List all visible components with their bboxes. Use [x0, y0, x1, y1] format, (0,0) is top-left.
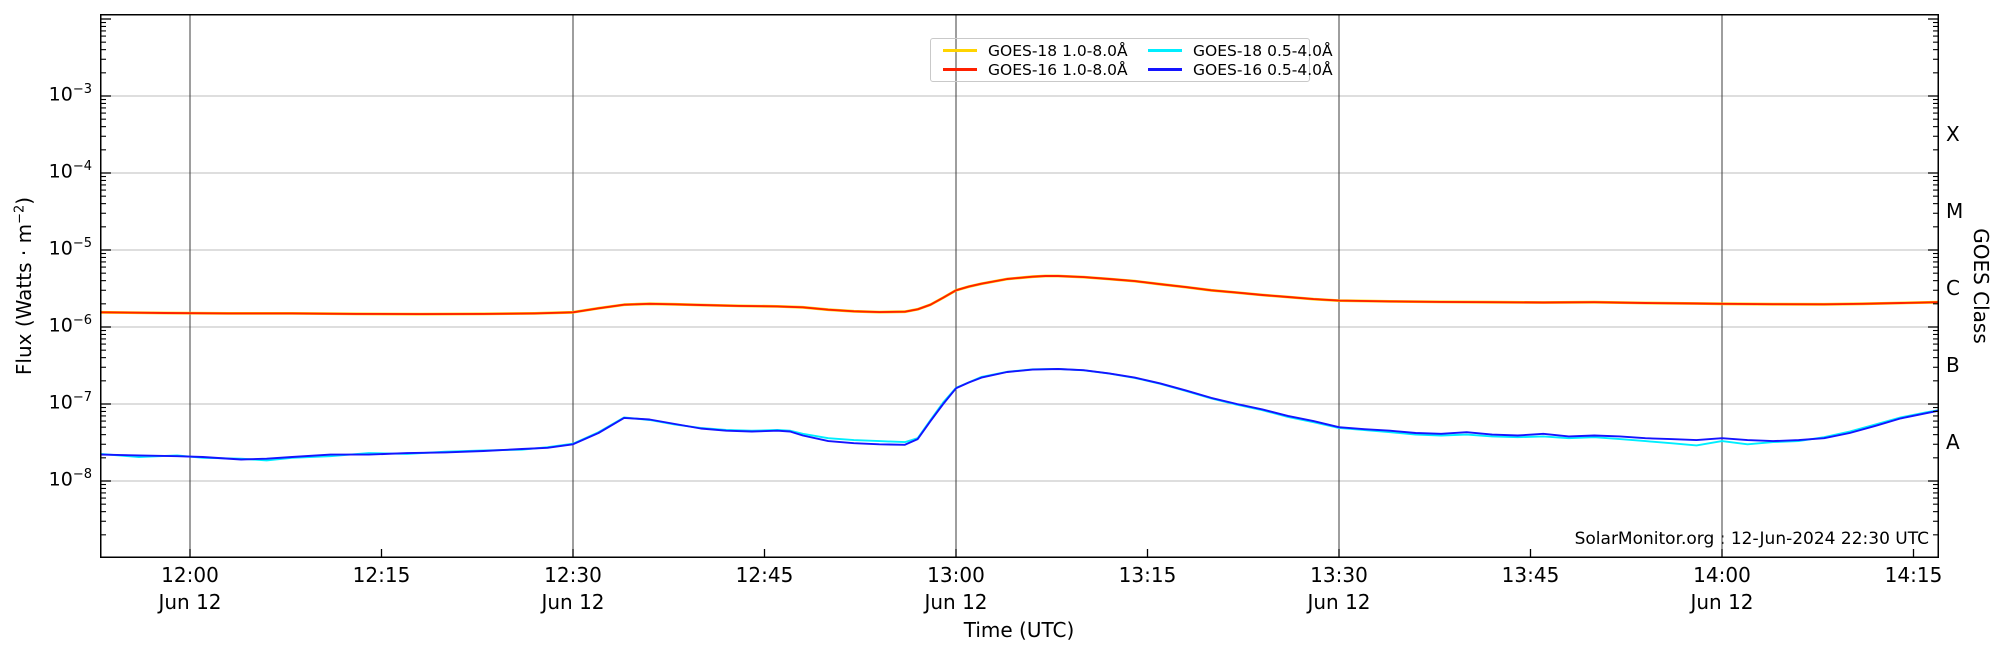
legend-line-goes16-short	[1148, 68, 1182, 71]
legend-item-label: GOES-16 0.5-4.0Å	[1193, 60, 1333, 79]
x-tick-label: 12:30	[544, 563, 602, 587]
series-GOES-16 1.0-8.0Å	[100, 275, 1939, 316]
legend-item: GOES-18 0.5-4.0Å	[1136, 41, 1333, 60]
x-tick-label: 13:30	[1310, 563, 1368, 587]
goes-class-label: M	[1946, 198, 1964, 223]
goes-class-label: B	[1946, 352, 1960, 377]
x-tick-date-label: Jun 12	[158, 590, 222, 614]
y-tick-label: 10−6	[48, 313, 92, 337]
series-GOES-16 0.5-4.0Å	[100, 368, 1939, 461]
legend-item: GOES-16 0.5-4.0Å	[1136, 60, 1333, 79]
y-tick-label: 10−8	[48, 467, 92, 491]
legend-item-label: GOES-16 1.0-8.0Å	[988, 60, 1128, 79]
legend-item: GOES-16 1.0-8.0Å	[931, 60, 1136, 79]
x-tick-label: 12:15	[352, 563, 411, 587]
y-axis-label: Flux (Watts · m−2)	[12, 196, 36, 376]
legend-item: GOES-18 1.0-8.0Å	[931, 41, 1136, 60]
x-tick-label: 14:15	[1884, 563, 1943, 587]
y-tick-label: 10−3	[48, 82, 92, 106]
watermark-text: SolarMonitor.org : 12-Jun-2024 22:30 UTC	[1574, 529, 1929, 549]
legend: GOES-18 1.0-8.0Å GOES-16 1.0-8.0Å GOES-1…	[930, 38, 1333, 82]
goes-class-label: C	[1946, 275, 1960, 300]
x-tick-label: 13:00	[927, 563, 985, 587]
series-GOES-18 0.5-4.0Å	[100, 367, 1939, 462]
y-tick-label: 10−7	[48, 390, 92, 414]
x-tick-date-label: Jun 12	[1307, 590, 1371, 614]
legend-line-goes18-short	[1148, 49, 1182, 52]
y-tick-label: 10−4	[48, 159, 92, 183]
legend-item-label: GOES-18 1.0-8.0Å	[988, 41, 1128, 60]
x-tick-label: 12:00	[161, 563, 219, 587]
legend-line-goes16-long	[943, 68, 977, 71]
plot-border	[100, 14, 1939, 558]
x-tick-label: 12:45	[735, 563, 794, 587]
x-tick-date-label: Jun 12	[541, 590, 605, 614]
goes-class-label: X	[1946, 121, 1960, 146]
legend-line-goes18-long	[943, 49, 977, 52]
x-axis-label: Time (UTC)	[963, 618, 1075, 642]
x-tick-label: 14:00	[1693, 563, 1751, 587]
chart-canvas	[100, 14, 1939, 558]
legend-item-label: GOES-18 0.5-4.0Å	[1193, 41, 1333, 60]
x-tick-date-label: Jun 12	[924, 590, 988, 614]
plot-area: SolarMonitor.org : 12-Jun-2024 22:30 UTC…	[100, 14, 1939, 558]
x-tick-label: 13:15	[1118, 563, 1177, 587]
y-tick-label: 10−5	[48, 236, 92, 260]
x-tick-label: 13:45	[1501, 563, 1560, 587]
x-tick-date-label: Jun 12	[1690, 590, 1754, 614]
goes-class-label: A	[1946, 429, 1960, 454]
series-GOES-18 1.0-8.0Å	[100, 274, 1939, 316]
